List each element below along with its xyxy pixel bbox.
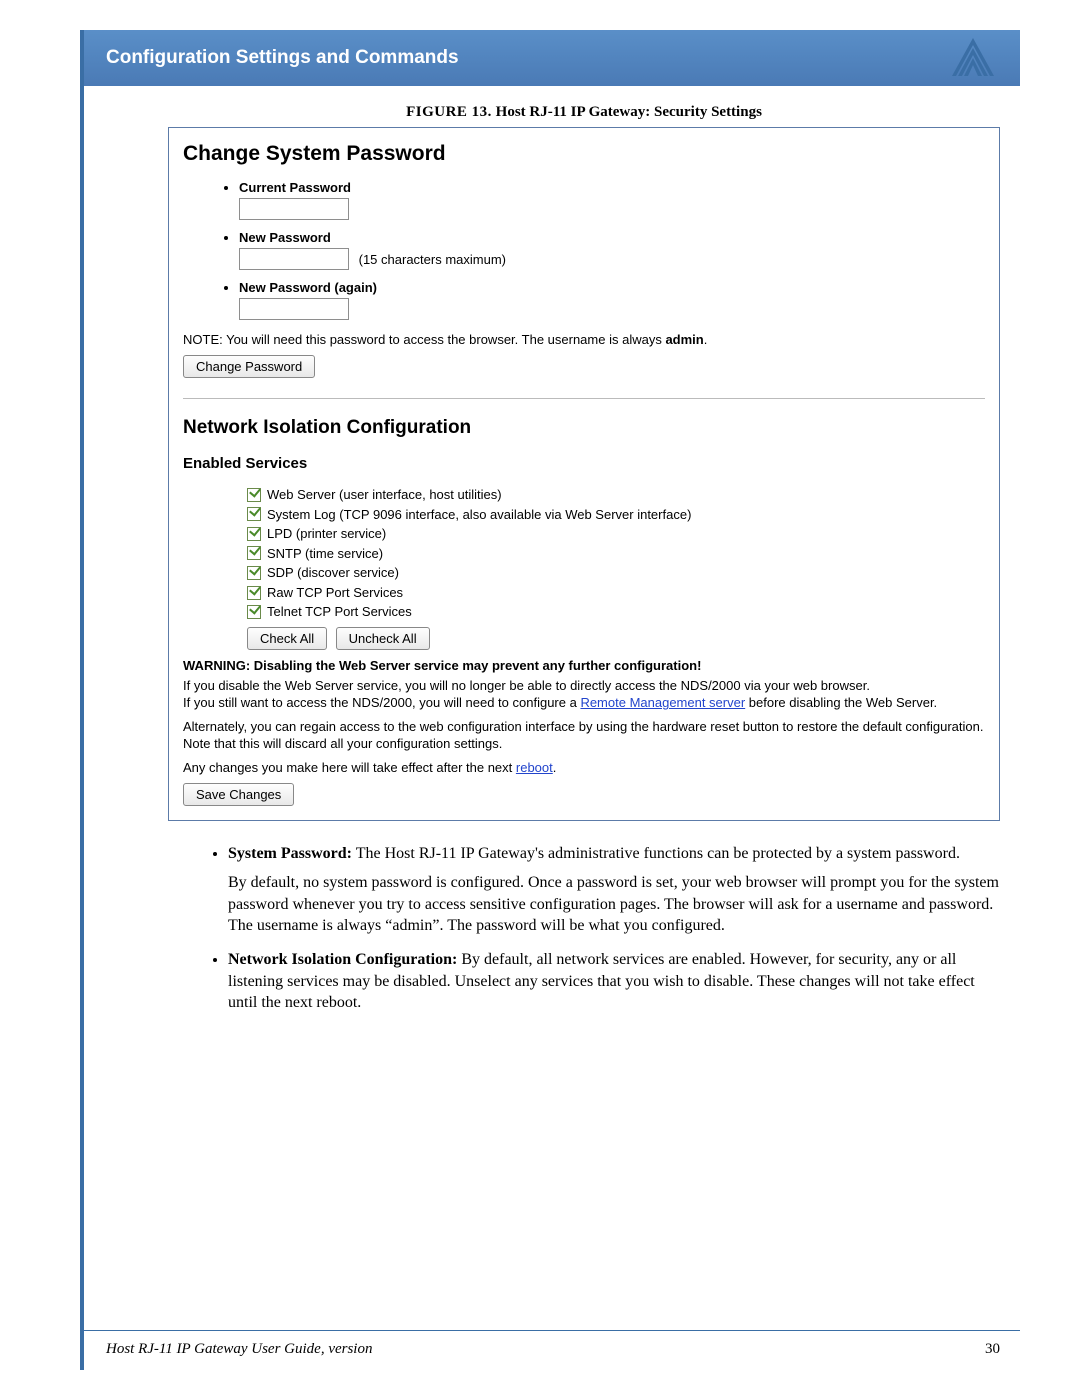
service-checkbox[interactable]	[247, 507, 261, 521]
warn-p1b-post: before disabling the Web Server.	[745, 695, 937, 710]
service-checkbox[interactable]	[247, 566, 261, 580]
current-password-input[interactable]	[239, 198, 349, 220]
footer-page-number: 30	[985, 1341, 1000, 1358]
service-row: SDP (discover service)	[247, 564, 985, 582]
service-label: SDP (discover service)	[267, 564, 399, 582]
change-password-button[interactable]: Change Password	[183, 355, 315, 378]
new-password-label: New Password	[239, 230, 331, 245]
warn-p3-pre: Any changes you make here will take effe…	[183, 760, 516, 775]
service-label: Web Server (user interface, host utiliti…	[267, 486, 502, 504]
figure-title: Host RJ-11 IP Gateway: Security Settings	[496, 104, 762, 120]
warn-p3-post: .	[553, 760, 557, 775]
save-changes-button[interactable]: Save Changes	[183, 783, 294, 806]
bullet-system-password: System Password: The Host RJ-11 IP Gatew…	[228, 843, 1000, 937]
page-footer: Host RJ-11 IP Gateway User Guide, versio…	[84, 1330, 1020, 1358]
bullet-network-isolation: Network Isolation Configuration: By defa…	[228, 949, 1000, 1014]
password-note-admin: admin	[665, 332, 703, 347]
figure-caption: FIGURE 13. Host RJ-11 IP Gateway: Securi…	[168, 104, 1000, 121]
service-row: LPD (printer service)	[247, 525, 985, 543]
figure-label: FIGURE 13.	[406, 104, 492, 120]
bullet1-lead: System Password:	[228, 845, 352, 862]
service-checkbox[interactable]	[247, 546, 261, 560]
brand-logo-icon	[948, 36, 998, 80]
header-title: Configuration Settings and Commands	[106, 47, 459, 69]
service-checkbox[interactable]	[247, 488, 261, 502]
reboot-link[interactable]: reboot	[516, 760, 553, 775]
check-all-button[interactable]: Check All	[247, 627, 327, 650]
service-row: Telnet TCP Port Services	[247, 603, 985, 621]
password-note-prefix: NOTE: You will need this password to acc…	[183, 332, 665, 347]
warn-p1b-pre: If you still want to access the NDS/2000…	[183, 695, 580, 710]
uncheck-all-button[interactable]: Uncheck All	[336, 627, 430, 650]
service-row: SNTP (time service)	[247, 545, 985, 563]
remote-management-link[interactable]: Remote Management server	[580, 695, 745, 710]
warning-paragraph-3: Any changes you make here will take effe…	[183, 759, 985, 777]
document-page: Configuration Settings and Commands FIGU…	[80, 30, 1020, 1370]
service-label: Raw TCP Port Services	[267, 584, 403, 602]
enabled-services-heading: Enabled Services	[183, 455, 985, 472]
footer-title: Host RJ-11 IP Gateway User Guide, versio…	[106, 1341, 372, 1358]
service-label: LPD (printer service)	[267, 525, 386, 543]
change-password-heading: Change System Password	[183, 142, 985, 166]
page-content: FIGURE 13. Host RJ-11 IP Gateway: Securi…	[84, 86, 1020, 1014]
service-label: Telnet TCP Port Services	[267, 603, 412, 621]
bullet1-paragraph2: By default, no system password is config…	[228, 872, 1000, 937]
service-label: System Log (TCP 9096 interface, also ava…	[267, 506, 691, 524]
warning-paragraph-2: Alternately, you can regain access to th…	[183, 718, 985, 753]
body-text: System Password: The Host RJ-11 IP Gatew…	[168, 843, 1000, 1014]
new-password-again-input[interactable]	[239, 298, 349, 320]
service-row: Web Server (user interface, host utiliti…	[247, 486, 985, 504]
warning-paragraph-1: If you disable the Web Server service, y…	[183, 677, 985, 712]
password-fields-list: Current Password New Password (15 charac…	[239, 180, 985, 326]
bullet2-lead: Network Isolation Configuration:	[228, 951, 457, 968]
service-checkbox[interactable]	[247, 605, 261, 619]
page-header: Configuration Settings and Commands	[84, 30, 1020, 86]
warn-p1a: If you disable the Web Server service, y…	[183, 678, 870, 693]
new-password-input[interactable]	[239, 248, 349, 270]
password-note-suffix: .	[704, 332, 708, 347]
service-row: System Log (TCP 9096 interface, also ava…	[247, 506, 985, 524]
service-checkbox[interactable]	[247, 527, 261, 541]
service-row: Raw TCP Port Services	[247, 584, 985, 602]
bullet1-text: The Host RJ-11 IP Gateway's administrati…	[352, 845, 960, 862]
new-password-hint: (15 characters maximum)	[359, 252, 506, 267]
section-divider	[183, 398, 985, 399]
service-checkbox[interactable]	[247, 586, 261, 600]
warning-text: WARNING: Disabling the Web Server servic…	[183, 658, 985, 673]
service-label: SNTP (time service)	[267, 545, 383, 563]
screenshot-panel: Change System Password Current Password …	[168, 127, 1000, 821]
network-isolation-heading: Network Isolation Configuration	[183, 417, 985, 439]
new-password-again-label: New Password (again)	[239, 280, 377, 295]
password-note: NOTE: You will need this password to acc…	[183, 332, 985, 347]
services-checklist: Web Server (user interface, host utiliti…	[247, 486, 985, 621]
current-password-label: Current Password	[239, 180, 351, 195]
check-buttons-row: Check All Uncheck All	[247, 627, 985, 650]
